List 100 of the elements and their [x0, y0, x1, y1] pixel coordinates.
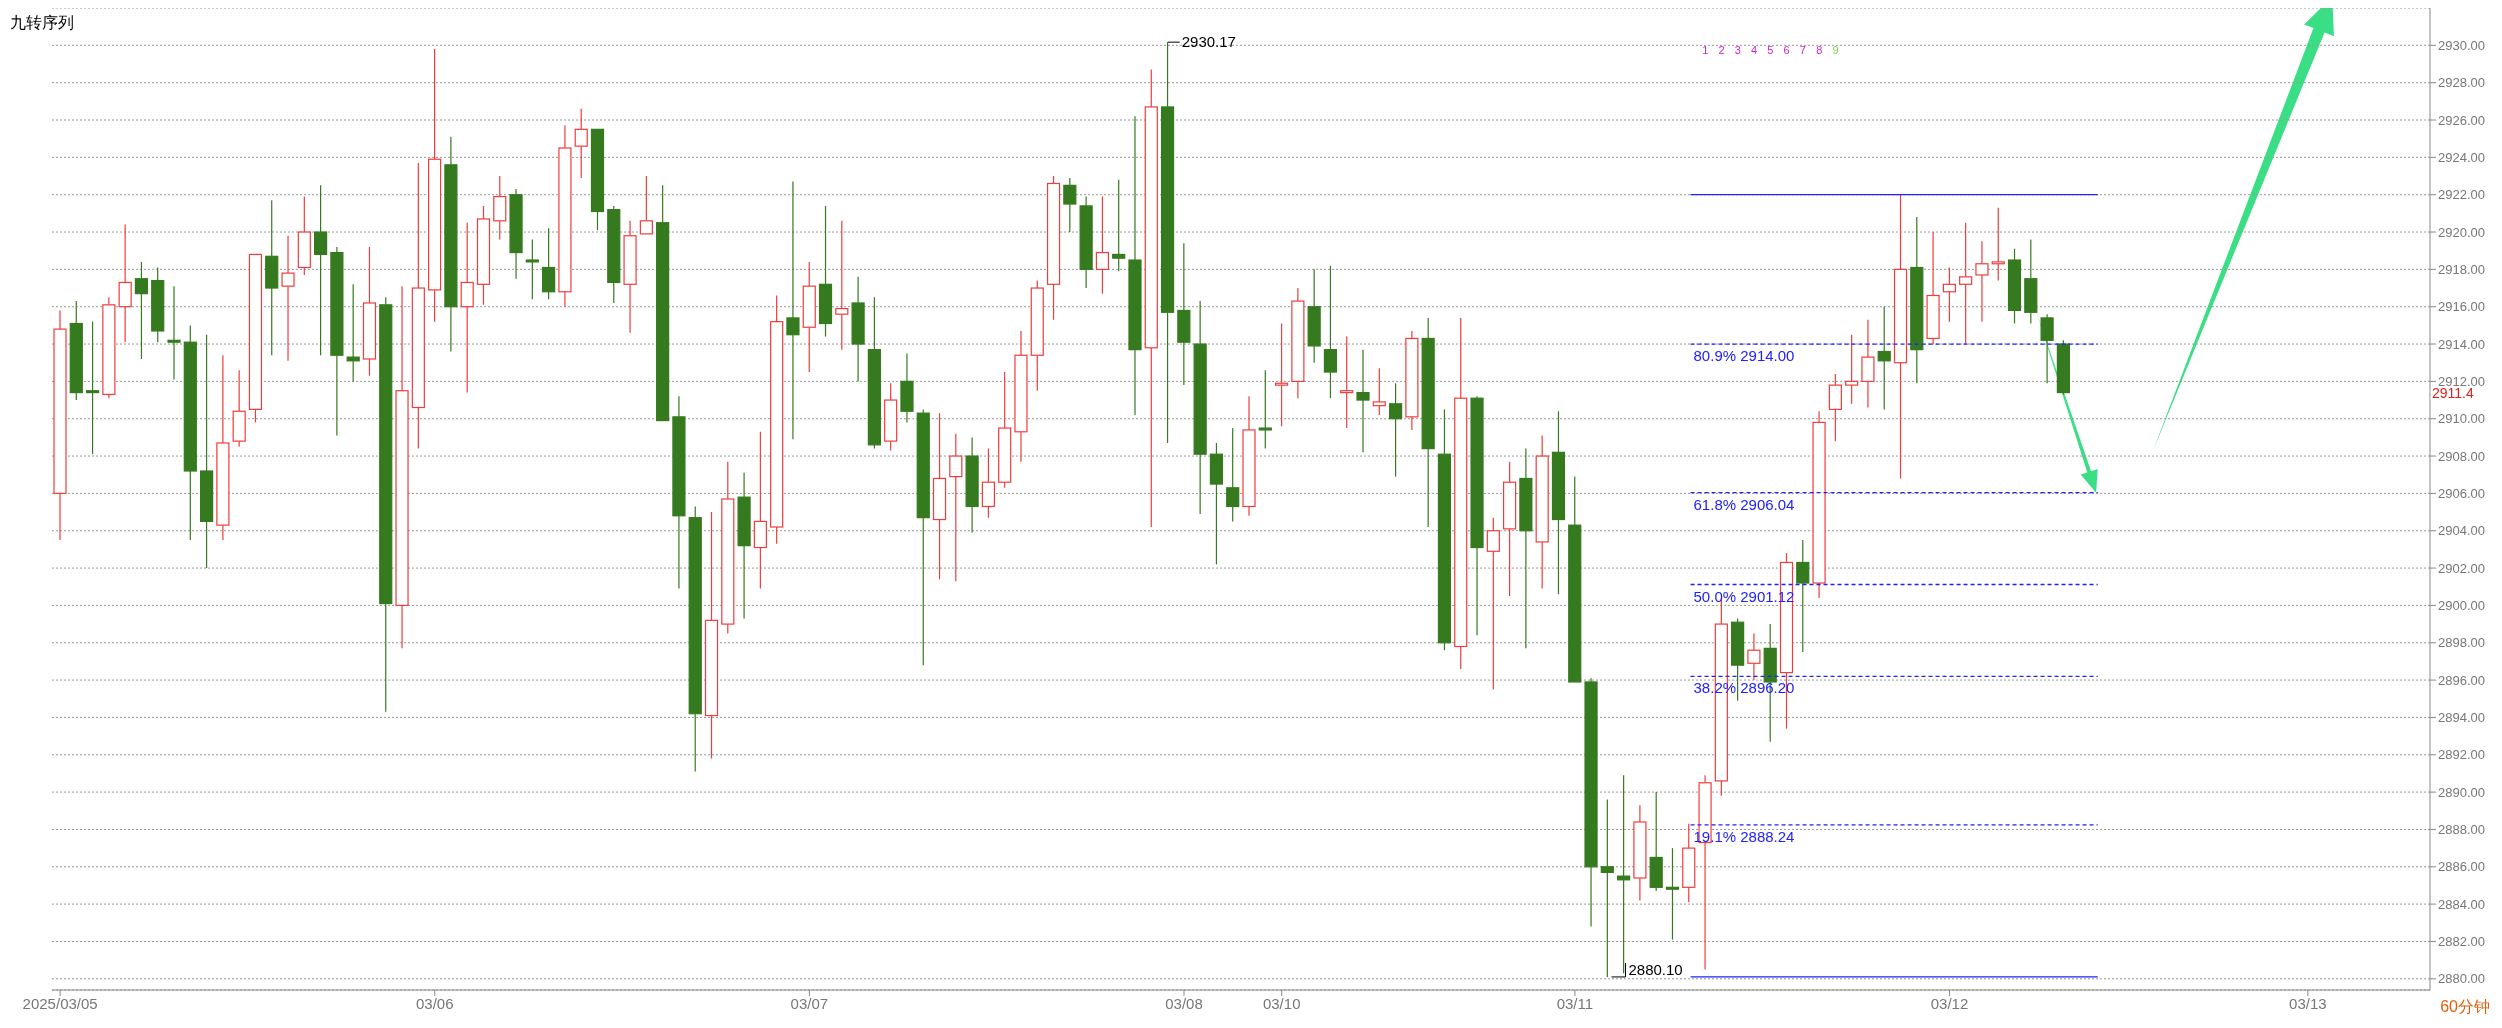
candlestick: [786, 181, 800, 440]
y-tick-label: 2900.00: [2438, 598, 2485, 614]
y-tick-label: 2908.00: [2438, 448, 2485, 464]
y-tick-label: 2912.00: [2438, 374, 2485, 389]
candlestick: [1470, 395, 1484, 636]
candlestick: [1975, 240, 1989, 323]
text: 60分钟: [2440, 998, 2490, 1015]
x-tick-label: 03/06: [415, 994, 454, 1012]
y-tick-label: 2904.00: [2438, 523, 2485, 539]
y-tick-label: 2892.00: [2438, 747, 2485, 763]
candlestick: [281, 235, 295, 362]
y-tick-label: 2930.00: [2438, 37, 2485, 53]
candlestick: [802, 261, 816, 373]
candlestick: [574, 108, 588, 179]
candlestick: [932, 412, 947, 580]
candlestick: [395, 285, 409, 649]
x-tick-label: 03/07: [790, 994, 829, 1012]
candlestick: [1845, 334, 1859, 405]
candlestick: [1095, 195, 1110, 295]
candlestick: [1747, 632, 1761, 681]
x-tick-label: 03/13: [2289, 994, 2327, 1012]
candlestick: [1356, 349, 1370, 453]
candlestick: [1128, 115, 1142, 416]
candlestick: [1242, 395, 1256, 517]
candlestick: [1160, 41, 1175, 444]
candlestick: [1405, 330, 1419, 431]
candlestick: [1193, 300, 1207, 515]
candlestick: [493, 175, 507, 241]
annotation: 九转序列: [10, 14, 74, 31]
y-tick-label: 2880.00: [2438, 971, 2485, 987]
y-tick-label: 2888.00: [2438, 822, 2485, 838]
candlestick: [428, 48, 442, 323]
candlestick: [1861, 319, 1875, 409]
candlestick: [851, 276, 865, 382]
candlestick: [167, 285, 181, 381]
candlestick: [737, 472, 751, 620]
candlestick: [314, 184, 328, 356]
ref-line-label: 80.9% 2914.00: [1693, 347, 1795, 365]
candlestick: [1274, 322, 1289, 427]
candlestick: [102, 296, 116, 399]
candlestick: [835, 220, 849, 351]
y-tick-label: 2890.00: [2438, 784, 2485, 800]
x-tick-label: 03/10: [1262, 994, 1301, 1012]
x-tick-label: 03/12: [1930, 994, 1969, 1012]
candlestick: [1079, 195, 1093, 289]
candlestick: [1959, 222, 1973, 345]
y-tick-label: 2894.00: [2438, 710, 2485, 726]
y-tick-label: 2926.00: [2438, 112, 2485, 128]
candlestick: [1258, 369, 1272, 450]
y-tick-label: 2928.00: [2438, 75, 2485, 91]
candlestick: [704, 511, 719, 760]
ref-line-label: 61.8% 2906.04: [1693, 495, 1795, 513]
y-tick-label: 2902.00: [2438, 560, 2485, 576]
y-tick-label: 2882.00: [2438, 934, 2485, 950]
candlestick: [900, 352, 914, 424]
candlestick: [330, 246, 344, 437]
candlestick: [265, 199, 279, 356]
candlestick: [965, 436, 979, 534]
candlestick: [1617, 774, 1631, 974]
y-tick-label: 2898.00: [2438, 635, 2485, 651]
candlestick: [1144, 69, 1158, 528]
y-tick-label: 2916.00: [2438, 299, 2485, 315]
candlestick: [53, 309, 67, 541]
candlestick: [1421, 317, 1435, 528]
x-tick-label: 03/11: [1556, 994, 1594, 1012]
candlestick: [460, 222, 474, 394]
candlestick: [525, 238, 539, 300]
candlestick: [444, 136, 458, 353]
y-tick-label: 2910.00: [2438, 411, 2485, 427]
candlestick: [558, 125, 572, 308]
y-tick-label: 2906.00: [2438, 486, 2485, 502]
y-tick-label: 2918.00: [2438, 261, 2485, 277]
y-tick-label: 2886.00: [2438, 859, 2485, 875]
candlestick: [1535, 434, 1549, 590]
candlestick: [1633, 804, 1647, 901]
annotation: 2880.10: [1628, 960, 1683, 978]
candlestick: [1503, 461, 1517, 597]
candlestick: [1340, 335, 1354, 429]
candlestick: [1551, 410, 1566, 595]
y-tick-label: 2922.00: [2438, 187, 2485, 203]
candlestick: [1600, 798, 1614, 978]
candlestick: [1893, 194, 1908, 480]
candlestick: [753, 431, 767, 590]
candlestick: [509, 188, 523, 280]
candlestick: [199, 334, 214, 569]
candlestick: [1665, 847, 1680, 941]
candlestick: [411, 162, 425, 450]
y-tick-label: 2924.00: [2438, 149, 2485, 165]
y-tick-label: 2920.00: [2438, 224, 2485, 240]
text: 1 2 3 4 5 6 7 8 9: [1702, 44, 1839, 57]
y-tick-label: 2884.00: [2438, 896, 2485, 912]
candlestick: [1177, 242, 1191, 386]
annotation: 2930.17: [1181, 33, 1236, 51]
candlestick: [1014, 330, 1028, 463]
candlestick: [118, 223, 132, 343]
x-tick-label: 2025/03/05: [22, 994, 98, 1012]
y-tick-label: 2914.00: [2438, 336, 2485, 352]
candlestick: [1812, 410, 1826, 599]
candlestick: [672, 395, 686, 590]
candlestick: [2040, 313, 2054, 384]
